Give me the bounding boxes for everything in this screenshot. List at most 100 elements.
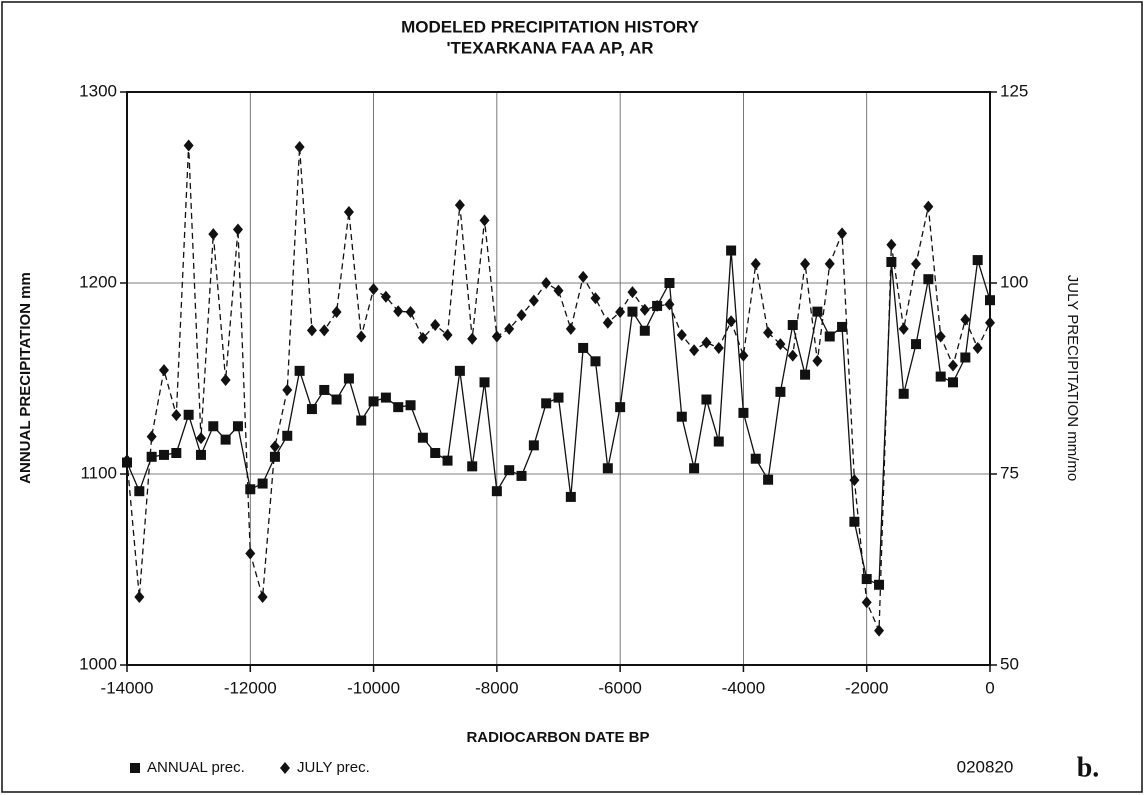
marker: [430, 319, 441, 332]
marker: [750, 257, 761, 270]
marker: [824, 257, 835, 270]
marker: [972, 341, 983, 354]
marker: [726, 245, 737, 256]
y-tick-label: 1200: [79, 272, 117, 291]
marker: [479, 214, 490, 227]
marker: [639, 325, 650, 336]
marker: [738, 349, 749, 362]
marker: [491, 330, 502, 343]
marker: [306, 404, 317, 415]
marker: [343, 205, 354, 218]
marker: [245, 547, 256, 560]
marker: [615, 306, 626, 319]
marker: [726, 315, 737, 328]
marker: [590, 292, 601, 305]
marker: [689, 463, 700, 474]
marker: [985, 316, 995, 329]
marker: [935, 371, 946, 382]
marker: [812, 306, 823, 317]
marker: [824, 331, 835, 342]
marker: [479, 377, 490, 388]
marker: [208, 228, 219, 241]
marker: [738, 407, 749, 418]
marker: [195, 432, 206, 445]
marker: [615, 402, 626, 413]
marker: [467, 461, 478, 472]
marker: [282, 430, 293, 441]
marker: [257, 591, 268, 604]
marker: [356, 330, 367, 343]
marker: [590, 356, 601, 367]
marker: [812, 354, 823, 367]
marker: [405, 400, 416, 411]
marker: [528, 294, 539, 307]
marker: [294, 365, 305, 376]
x-tick-label: -12000: [224, 678, 277, 697]
marker: [306, 324, 317, 337]
y-tick-label: 1300: [79, 81, 117, 100]
marker: [960, 313, 971, 326]
marker: [368, 283, 379, 296]
marker: [417, 432, 428, 443]
y-tick-label: 1100: [80, 463, 117, 482]
marker: [504, 465, 515, 476]
x-tick-label: -4000: [722, 678, 765, 697]
marker: [541, 277, 552, 289]
marker: [393, 305, 404, 318]
marker: [442, 455, 453, 466]
marker: [763, 326, 774, 339]
marker: [837, 321, 848, 332]
marker: [454, 365, 465, 376]
marker: [130, 763, 140, 773]
x-tick-label: -6000: [598, 678, 641, 697]
marker: [393, 402, 404, 413]
x-tick-label: 0: [985, 678, 994, 697]
x-tick-label: -2000: [845, 678, 888, 697]
marker: [787, 320, 798, 331]
marker: [837, 227, 848, 240]
chart-title: MODELED PRECIPITATION HISTORY: [401, 17, 699, 36]
marker: [343, 373, 354, 384]
marker: [960, 352, 971, 363]
marker: [195, 449, 206, 460]
marker: [898, 388, 909, 399]
marker: [578, 342, 589, 353]
annotation: 020820: [957, 757, 1014, 776]
marker: [232, 421, 243, 432]
marker: [257, 478, 268, 489]
marker: [689, 344, 700, 357]
marker: [898, 322, 909, 335]
marker: [269, 440, 280, 453]
marker: [664, 298, 675, 311]
x-tick-label: -10000: [347, 678, 400, 697]
marker: [331, 306, 342, 319]
marker: [380, 290, 391, 303]
marker: [972, 255, 983, 266]
marker: [183, 409, 194, 420]
marker: [886, 238, 897, 251]
marker: [528, 440, 539, 451]
marker: [541, 398, 552, 409]
marker: [442, 328, 453, 341]
marker: [787, 349, 798, 362]
marker: [269, 451, 280, 462]
legend-label: JULY prec.: [297, 759, 370, 776]
y2-axis-label: JULY PRECIPITATION mm/mo: [1064, 275, 1081, 481]
y-axis-label: ANNUAL PRECIPITATION mm: [17, 272, 34, 484]
marker: [504, 322, 515, 335]
marker: [516, 309, 527, 322]
marker: [911, 257, 922, 270]
marker: [319, 324, 330, 337]
marker: [282, 383, 293, 396]
marker: [146, 451, 157, 462]
marker: [158, 449, 169, 460]
marker: [800, 369, 811, 380]
marker: [602, 316, 613, 329]
marker: [122, 454, 132, 467]
marker: [800, 257, 811, 270]
marker: [701, 394, 712, 405]
y2-tick-label: 75: [1000, 463, 1019, 482]
marker: [923, 274, 934, 285]
marker: [874, 579, 885, 590]
